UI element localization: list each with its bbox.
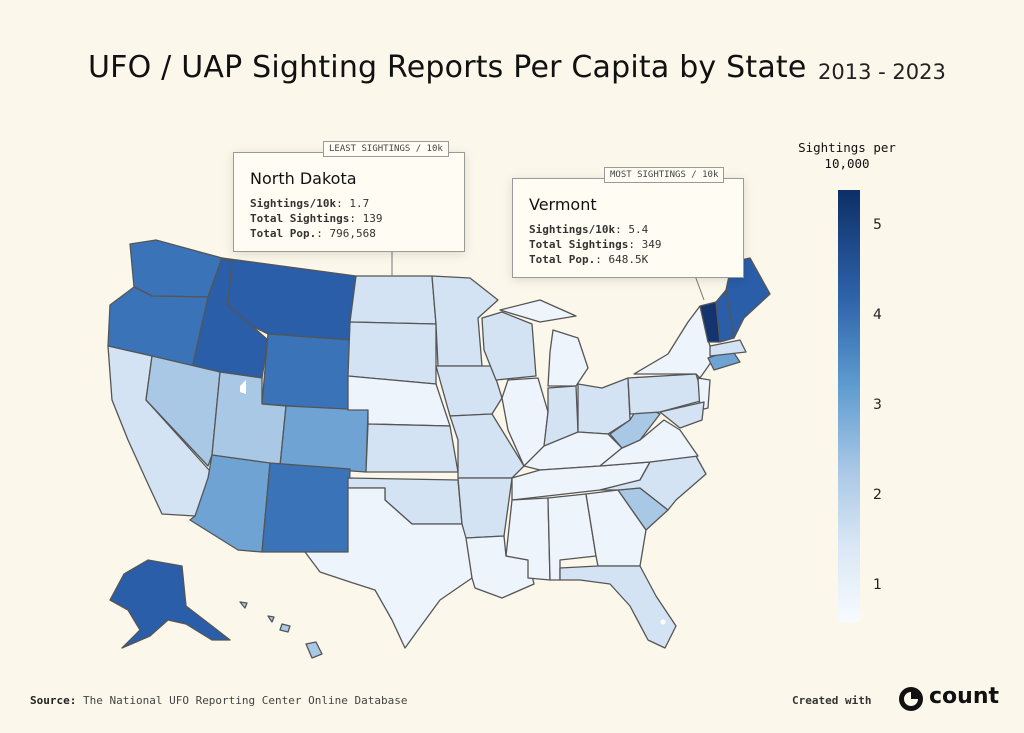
lake-okeechobee-marker xyxy=(660,619,666,625)
state-new-mexico xyxy=(261,462,351,553)
state-louisiana xyxy=(465,535,535,599)
chart-title: UFO / UAP Sighting Reports Per Capita by… xyxy=(88,50,807,85)
callout-most: Vermont Sightings/10k: 5.4 Total Sightin… xyxy=(512,178,744,278)
state-massachusetts xyxy=(709,339,747,357)
count-logo-icon xyxy=(899,687,923,711)
state-colorado xyxy=(279,405,369,473)
created-with-label: Created with xyxy=(792,694,872,707)
legend-color-scale xyxy=(838,190,860,622)
state-minnesota xyxy=(431,275,499,367)
state-hawaii xyxy=(239,601,323,659)
state-alaska xyxy=(109,559,231,649)
callout-least-row: Sightings/10k: 1.7 xyxy=(250,197,370,210)
legend-tick: 2 xyxy=(873,487,882,503)
legend-tick: 3 xyxy=(873,397,882,413)
state-texas xyxy=(304,487,473,649)
callout-most-row: Total Sightings: 349 xyxy=(529,238,662,251)
state-south-dakota xyxy=(347,321,437,385)
state-new-jersey xyxy=(697,377,711,411)
chart-subtitle: 2013 - 2023 xyxy=(818,60,946,84)
state-nevada xyxy=(145,355,221,467)
callout-least-tag: LEAST SIGHTINGS / 10k xyxy=(323,141,449,157)
count-brand-name: count xyxy=(929,684,999,709)
callout-most-row: Total Pop.: 648.5K xyxy=(529,253,649,266)
callout-most-tag: MOST SIGHTINGS / 10k xyxy=(604,167,725,183)
source-note: Source: The National UFO Reporting Cente… xyxy=(30,694,408,707)
callout-least: North Dakota Sightings/10k: 1.7 Total Si… xyxy=(233,152,465,252)
callout-most-state: Vermont xyxy=(529,195,597,214)
callout-least-row: Total Sightings: 139 xyxy=(250,212,383,225)
great-salt-lake-marker xyxy=(240,380,246,394)
state-north-carolina xyxy=(599,455,707,511)
callout-least-row: Total Pop.: 796,568 xyxy=(250,227,376,240)
state-pennsylvania xyxy=(627,373,705,415)
callout-most-row: Sightings/10k: 5.4 xyxy=(529,223,649,236)
state-florida xyxy=(559,565,677,649)
state-arkansas xyxy=(457,477,513,539)
state-wyoming xyxy=(261,333,351,411)
legend-title: Sightings per 10,000 xyxy=(798,140,896,171)
state-maryland-delaware xyxy=(659,401,705,429)
state-north-dakota xyxy=(349,275,437,325)
state-iowa xyxy=(435,365,503,417)
legend-tick: 4 xyxy=(873,307,882,323)
state-west-virginia xyxy=(609,403,661,449)
legend-tick: 1 xyxy=(873,577,882,593)
state-kansas xyxy=(365,423,459,473)
state-wisconsin xyxy=(481,311,537,381)
callout-least-state: North Dakota xyxy=(250,169,357,188)
legend-tick: 5 xyxy=(873,217,882,233)
state-washington xyxy=(129,239,223,298)
